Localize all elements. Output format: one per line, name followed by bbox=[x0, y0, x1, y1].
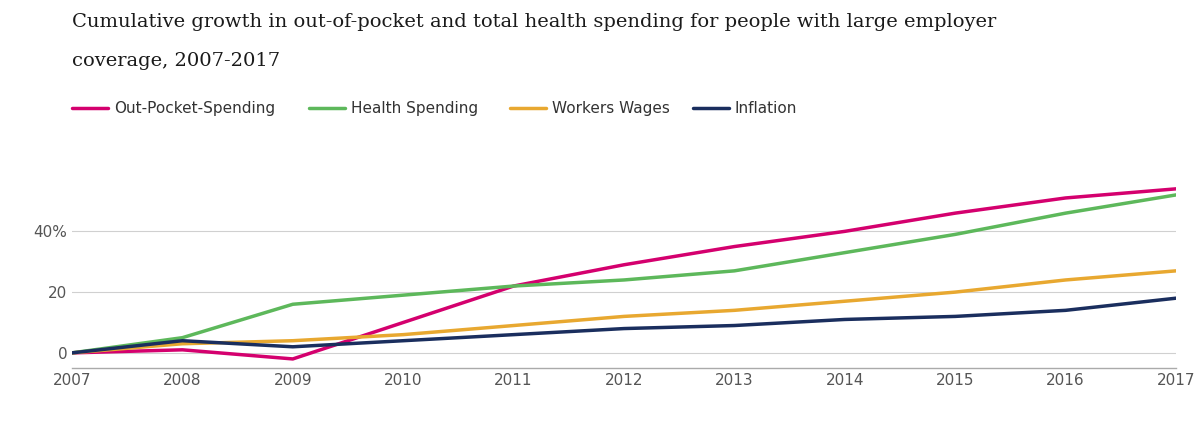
Health Spending bbox=[396, 293, 410, 298]
Text: coverage, 2007-2017: coverage, 2007-2017 bbox=[72, 52, 280, 70]
Health Spending bbox=[1169, 192, 1183, 197]
Workers Wages bbox=[617, 314, 631, 319]
Out-Pocket-Spending bbox=[65, 350, 79, 355]
Inflation bbox=[286, 344, 300, 349]
Health Spending bbox=[286, 302, 300, 307]
Workers Wages bbox=[1169, 268, 1183, 274]
Out-Pocket-Spending bbox=[175, 347, 190, 352]
Out-Pocket-Spending bbox=[1169, 186, 1183, 191]
Workers Wages bbox=[175, 341, 190, 346]
Line: Out-Pocket-Spending: Out-Pocket-Spending bbox=[72, 189, 1176, 359]
Text: Out-Pocket-Spending: Out-Pocket-Spending bbox=[114, 101, 275, 116]
Workers Wages bbox=[948, 290, 962, 295]
Workers Wages bbox=[396, 332, 410, 337]
Workers Wages bbox=[838, 299, 852, 304]
Workers Wages bbox=[65, 350, 79, 355]
Health Spending bbox=[727, 268, 742, 274]
Health Spending bbox=[838, 250, 852, 255]
Out-Pocket-Spending bbox=[396, 320, 410, 325]
Health Spending bbox=[948, 232, 962, 237]
Workers Wages bbox=[1058, 278, 1073, 283]
Line: Workers Wages: Workers Wages bbox=[72, 271, 1176, 353]
Line: Health Spending: Health Spending bbox=[72, 195, 1176, 353]
Text: Workers Wages: Workers Wages bbox=[552, 101, 670, 116]
Inflation bbox=[65, 350, 79, 355]
Out-Pocket-Spending bbox=[1058, 195, 1073, 200]
Text: Inflation: Inflation bbox=[734, 101, 797, 116]
Inflation bbox=[1058, 308, 1073, 313]
Out-Pocket-Spending bbox=[838, 229, 852, 234]
Out-Pocket-Spending bbox=[727, 244, 742, 249]
Workers Wages bbox=[727, 308, 742, 313]
Out-Pocket-Spending bbox=[506, 284, 521, 289]
Workers Wages bbox=[506, 323, 521, 328]
Inflation bbox=[838, 317, 852, 322]
Inflation bbox=[396, 338, 410, 343]
Inflation bbox=[948, 314, 962, 319]
Inflation bbox=[617, 326, 631, 331]
Health Spending bbox=[506, 284, 521, 289]
Inflation bbox=[727, 323, 742, 328]
Health Spending bbox=[1058, 210, 1073, 216]
Workers Wages bbox=[286, 338, 300, 343]
Text: Health Spending: Health Spending bbox=[352, 101, 478, 116]
Inflation bbox=[175, 338, 190, 343]
Inflation bbox=[506, 332, 521, 337]
Out-Pocket-Spending bbox=[948, 210, 962, 216]
Line: Inflation: Inflation bbox=[72, 298, 1176, 353]
Out-Pocket-Spending bbox=[286, 356, 300, 362]
Health Spending bbox=[65, 350, 79, 355]
Inflation bbox=[1169, 296, 1183, 301]
Text: Cumulative growth in out-of-pocket and total health spending for people with lar: Cumulative growth in out-of-pocket and t… bbox=[72, 13, 996, 31]
Out-Pocket-Spending bbox=[617, 262, 631, 267]
Health Spending bbox=[617, 278, 631, 283]
Health Spending bbox=[175, 335, 190, 340]
